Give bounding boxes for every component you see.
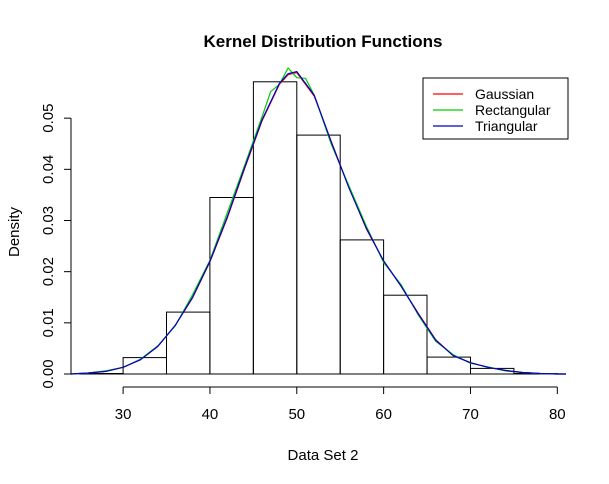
y-axis-label: Density bbox=[6, 206, 23, 257]
density-curve-triangular bbox=[70, 70, 566, 375]
y-tick-label: 0.01 bbox=[40, 308, 57, 337]
x-tick-label: 70 bbox=[462, 406, 479, 423]
y-tick-label: 0.03 bbox=[40, 206, 57, 235]
x-axis: 30 40 50 60 70 80 bbox=[115, 386, 566, 423]
histogram-bar bbox=[166, 311, 211, 375]
x-tick-label: 30 bbox=[115, 406, 132, 423]
histogram-bar bbox=[209, 197, 254, 375]
legend-box bbox=[422, 77, 569, 140]
y-tick-label: 0.05 bbox=[40, 104, 57, 133]
y-axis: 0.00 0.01 0.02 0.03 0.04 0.05 bbox=[40, 104, 72, 389]
y-tick-label: 0.00 bbox=[40, 359, 57, 388]
x-tick-label: 80 bbox=[549, 406, 566, 423]
x-axis-label: Data Set 2 bbox=[288, 447, 359, 464]
histogram-bar bbox=[339, 239, 385, 375]
legend-label: Rectangular bbox=[475, 102, 551, 118]
chart-title: Kernel Distribution Functions bbox=[204, 32, 443, 51]
legend-label: Triangular bbox=[475, 118, 538, 134]
x-tick-label: 50 bbox=[288, 406, 305, 423]
y-tick-label: 0.04 bbox=[40, 155, 57, 184]
x-tick-label: 60 bbox=[375, 406, 392, 423]
density-curves bbox=[70, 67, 566, 375]
y-tick-label: 0.02 bbox=[40, 257, 57, 286]
histogram-bar bbox=[426, 356, 472, 375]
x-tick-label: 40 bbox=[202, 406, 219, 423]
histogram-bar bbox=[296, 134, 341, 375]
legend-label: Gaussian bbox=[475, 86, 534, 102]
histogram-bar bbox=[122, 357, 167, 375]
histogram-bar bbox=[383, 294, 428, 375]
